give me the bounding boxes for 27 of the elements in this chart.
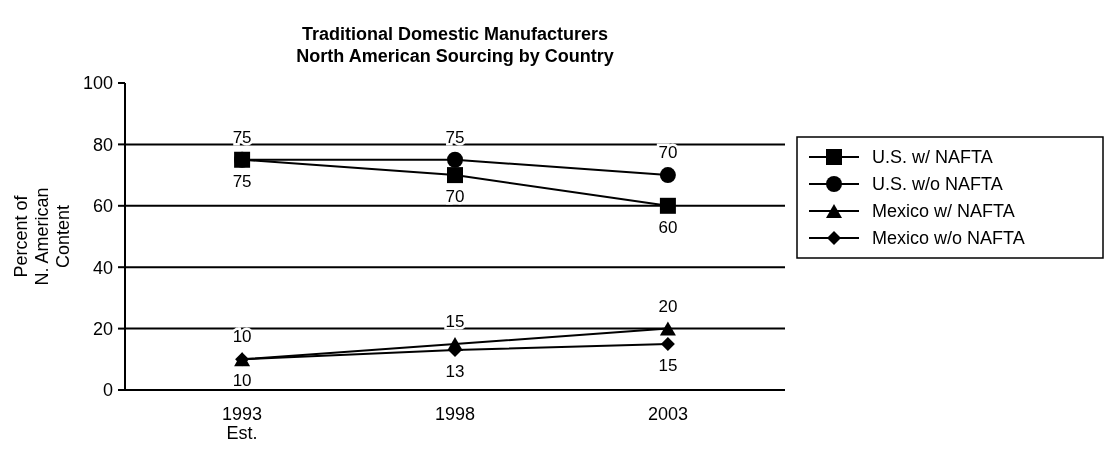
y-axis-title: Percent of N. American Content [11, 187, 73, 286]
data-label: 13 [445, 362, 465, 382]
data-label: 10 [232, 371, 252, 391]
y-tick-label: 20 [92, 318, 113, 339]
legend-label: Mexico w/ NAFTA [872, 201, 1015, 222]
data-label: 70 [445, 187, 465, 207]
y-tick-label: 100 [82, 73, 113, 94]
x-tick-label: 1993 Est. [222, 404, 263, 443]
legend-label: Mexico w/o NAFTA [872, 228, 1025, 249]
y-tick-label: 0 [102, 380, 113, 401]
data-label: 70 [658, 143, 678, 163]
data-label: 20 [658, 296, 678, 316]
legend-label: U.S. w/o NAFTA [872, 174, 1003, 195]
data-label: 75 [232, 127, 252, 147]
data-label: 10 [232, 327, 252, 347]
chart-title: Traditional Domestic Manufacturers North American Sourcing by Country [296, 24, 614, 66]
data-label: 15 [445, 311, 465, 331]
data-label: 75 [232, 171, 252, 191]
y-tick-label: 80 [92, 134, 113, 155]
legend-label: U.S. w/ NAFTA [872, 147, 993, 168]
x-tick-label: 2003 [647, 404, 688, 424]
y-tick-label: 60 [92, 196, 113, 217]
y-tick-label: 40 [92, 257, 113, 278]
data-label: 75 [445, 127, 465, 147]
data-label: 60 [658, 217, 678, 237]
x-tick-label: 1998 [434, 404, 476, 424]
data-label: 15 [658, 355, 678, 375]
